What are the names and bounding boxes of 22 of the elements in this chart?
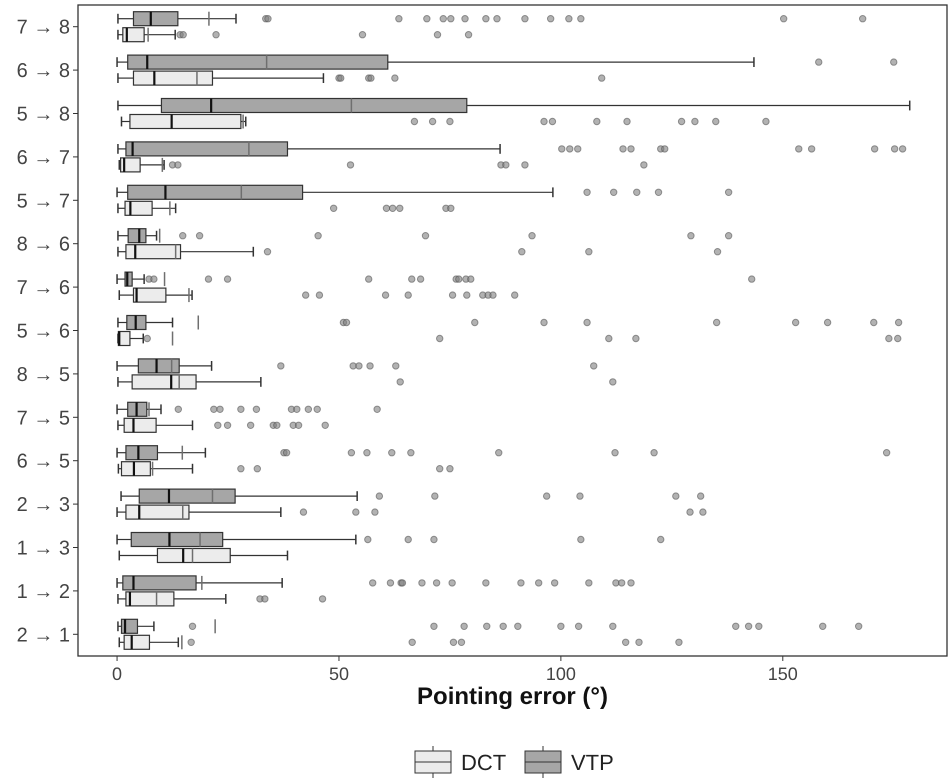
y-tick-label: 1 → 3 [16,538,70,560]
legend-label: DCT [461,750,506,775]
x-tick-label: 150 [768,664,798,684]
legend-label: VTP [571,750,614,775]
y-tick-label: 8 → 5 [16,364,70,386]
x-tick-label: 0 [112,664,122,684]
x-tick-label: 100 [546,664,576,684]
x-axis-title: Pointing error (°) [417,683,608,710]
y-tick-label: 8 → 6 [16,234,70,256]
y-tick-label: 5 → 6 [16,320,70,342]
y-tick-label: 7 → 8 [16,16,70,39]
y-tick-label: 5 → 8 [16,104,70,126]
x-tick-label: 50 [328,664,349,684]
y-tick-label: 7 → 5 [16,407,70,430]
y-tick-label: 6 → 7 [16,146,70,169]
y-tick-label: 2 → 3 [16,494,70,516]
y-tick-label: 6 → 5 [16,450,70,473]
y-tick-label: 6 → 8 [16,60,70,82]
y-tick-label: 1 → 2 [16,580,70,603]
y-tick-label: 7 → 6 [16,277,70,300]
y-tick-label: 2 → 1 [16,624,70,646]
y-tick-label: 5 → 7 [16,190,70,212]
